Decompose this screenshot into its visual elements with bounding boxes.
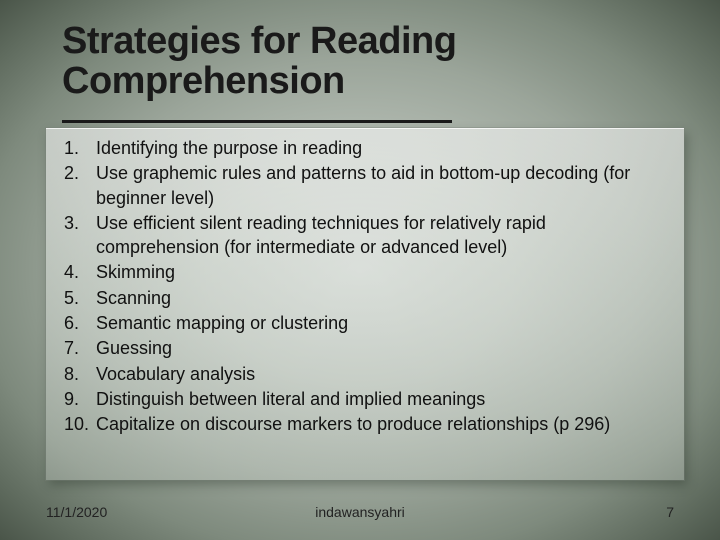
list-text: Use graphemic rules and patterns to aid … [96,161,670,210]
slide: Strategies for Reading Comprehension 1. … [0,0,720,540]
title-line-2: Comprehension [62,62,680,102]
list-text: Scanning [96,286,670,310]
list-item: 8. Vocabulary analysis [64,362,670,386]
list-number: 10. [64,412,96,436]
list-number: 9. [64,387,96,411]
list-number: 3. [64,211,96,235]
list-item: 7. Guessing [64,336,670,360]
list-text: Capitalize on discourse markers to produ… [96,412,670,436]
list-item: 4. Skimming [64,260,670,284]
list-text: Guessing [96,336,670,360]
footer: 11/1/2020 indawansyahri 7 [46,504,674,520]
list-item: 5. Scanning [64,286,670,310]
list-item: 1. Identifying the purpose in reading [64,136,670,160]
list-item: 6. Semantic mapping or clustering [64,311,670,335]
footer-page: 7 [666,504,674,520]
footer-date: 11/1/2020 [46,504,107,520]
list-number: 5. [64,286,96,310]
list-text: Use efficient silent reading techniques … [96,211,670,260]
list-number: 2. [64,161,96,185]
footer-author: indawansyahri [46,504,674,520]
list-number: 1. [64,136,96,160]
list-item: 9. Distinguish between literal and impli… [64,387,670,411]
list-item: 10. Capitalize on discourse markers to p… [64,412,670,436]
list-number: 7. [64,336,96,360]
list-text: Distinguish between literal and implied … [96,387,670,411]
strategy-list: 1. Identifying the purpose in reading 2.… [64,136,670,437]
title-line-1: Strategies for Reading [62,22,680,62]
list-number: 8. [64,362,96,386]
list-item: 2. Use graphemic rules and patterns to a… [64,161,670,210]
title-underline [62,120,452,123]
list-number: 6. [64,311,96,335]
list-text: Vocabulary analysis [96,362,670,386]
list-text: Skimming [96,260,670,284]
content-panel: 1. Identifying the purpose in reading 2.… [46,128,684,480]
list-text: Identifying the purpose in reading [96,136,670,160]
slide-title: Strategies for Reading Comprehension [62,22,680,102]
list-number: 4. [64,260,96,284]
list-text: Semantic mapping or clustering [96,311,670,335]
list-item: 3. Use efficient silent reading techniqu… [64,211,670,260]
